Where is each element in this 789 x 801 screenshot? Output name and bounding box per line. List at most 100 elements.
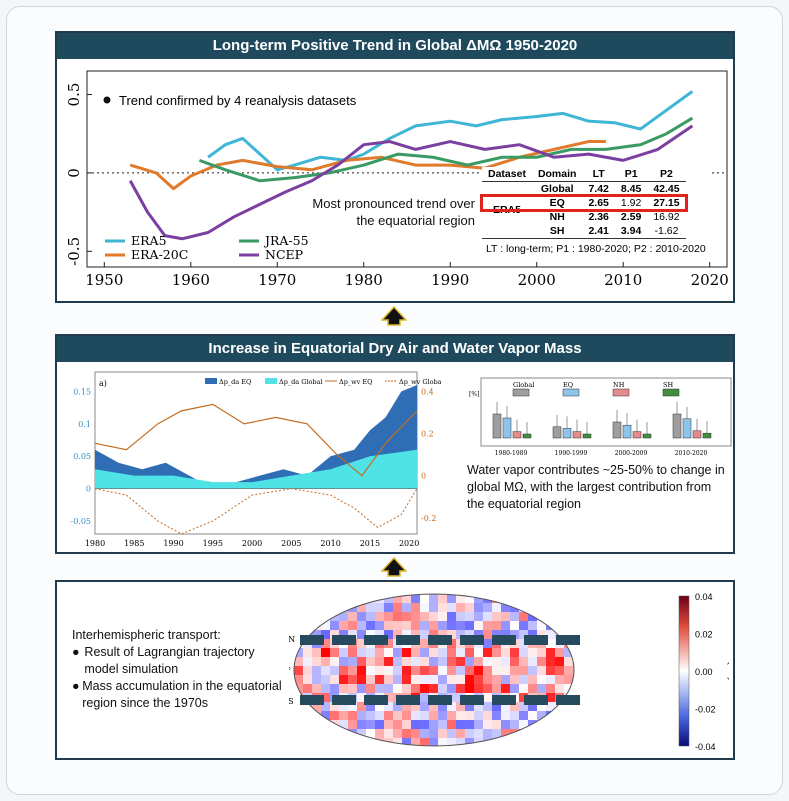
map-cell [456,648,465,657]
map-cell [402,729,411,738]
annotation-text: Most pronounced trend over the equatoria… [305,195,475,229]
map-cell [411,675,420,684]
map-cell [537,729,546,738]
latitude-dash [492,695,516,705]
map-cell [474,594,483,603]
map-cell [429,738,438,746]
legend-label: Δp_da Global [279,378,323,386]
x-tick-label: 1990 [163,539,183,548]
map-cell [393,729,402,738]
map-cell [384,702,393,711]
map-cell [465,621,474,630]
map-cell [429,648,438,657]
latitude-dash [300,695,324,705]
panel-letter: a) [99,379,107,388]
map-cell [321,657,330,666]
map-cell [420,648,429,657]
map-cell [402,657,411,666]
transport-text: Interhemispheric transport: ● Result of L… [72,627,292,712]
map-cell [366,720,375,729]
box [492,413,502,439]
map-cell [474,666,483,675]
legend-label: ERA5 [131,233,167,248]
map-cell [339,594,348,603]
map-cell [519,657,528,666]
map-cell [546,675,555,684]
map-cell [492,603,501,612]
latitude-dash [524,635,548,645]
map-cell [420,603,429,612]
map-cell [564,657,573,666]
map-cell [303,666,312,675]
map-cell [528,711,537,720]
map-cell [528,729,537,738]
map-cell [555,711,564,720]
map-cell [429,621,438,630]
map-cell [321,738,330,746]
map-cell [447,630,456,639]
map-cell [312,711,321,720]
map-cell [510,666,519,675]
map-cell [402,612,411,621]
map-cell [366,684,375,693]
map-cell [348,612,357,621]
map-cell [465,729,474,738]
map-cell [510,738,519,746]
map-cell [447,657,456,666]
box [632,431,642,439]
map-cell [411,621,420,630]
mollweide-map: 20°N 0° 20°S 0.04 0.02 0.00 -0.02 -0.04 (%) [289,592,729,752]
box [702,432,712,439]
map-cell [465,666,474,675]
map-cell [573,684,574,693]
map-cell [438,621,447,630]
map-cell [537,711,546,720]
map-cell [384,675,393,684]
map-cell [393,612,402,621]
map-cell [555,675,564,684]
map-cell [447,675,456,684]
map-cell [456,621,465,630]
map-cell [330,684,339,693]
map-cell [564,648,573,657]
down-arrow-icon [381,306,407,326]
map-cell [573,648,574,657]
map-cell [420,675,429,684]
y2-tick-label: 0.4 [421,387,434,396]
map-cell [411,711,420,720]
line-wv-global [94,488,418,535]
map-cell [465,612,474,621]
map-cell [366,666,375,675]
map-cell [357,666,366,675]
map-cell [294,648,303,657]
map-cell [528,684,537,693]
map-cell [447,603,456,612]
colorbar-tick-label: -0.02 [695,705,716,715]
map-cell [375,594,384,603]
map-cell [321,639,330,648]
map-cell [474,720,483,729]
map-cell [411,666,420,675]
map-cell [438,657,447,666]
map-cell [420,729,429,738]
map-cell [411,630,420,639]
box [612,421,622,439]
map-cell [411,684,420,693]
map-cell [294,738,303,746]
map-cell [456,675,465,684]
map-cell [393,657,402,666]
box [512,431,522,439]
legend-label: Global [513,381,534,389]
map-cell [501,675,510,684]
y-tick-label: 0.5 [65,83,83,107]
map-cell [357,594,366,603]
map-cell [573,729,574,738]
map-cell [501,711,510,720]
map-cell [303,729,312,738]
colorbar-tick-label: 0.00 [695,667,713,677]
map-cell [393,630,402,639]
map-cell [528,666,537,675]
map-cell [492,612,501,621]
map-cell [501,594,510,603]
td-domain: Global [540,183,574,195]
